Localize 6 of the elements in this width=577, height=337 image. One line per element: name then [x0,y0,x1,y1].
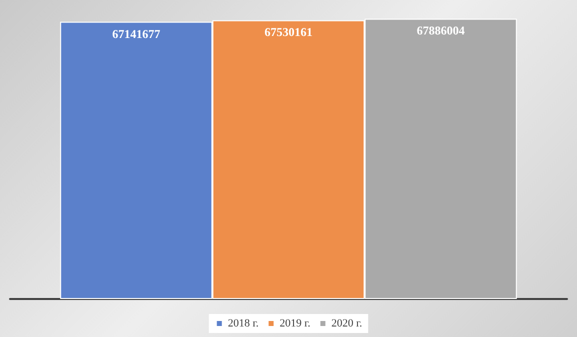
legend-label: 2020 г. [331,318,362,330]
legend-label: 2019 г. [280,318,311,330]
data-label: 67886004 [416,24,465,38]
data-label: 67141677 [112,26,160,41]
data-label: 67530161 [264,25,312,40]
legend-label: 2018 г. [228,318,259,330]
